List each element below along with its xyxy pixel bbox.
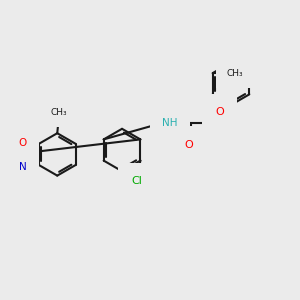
- Text: CH₃: CH₃: [50, 107, 67, 116]
- Text: O: O: [184, 140, 193, 150]
- Text: CH₃: CH₃: [226, 69, 243, 78]
- Text: O: O: [18, 138, 26, 148]
- Text: N: N: [19, 162, 27, 172]
- Text: NH: NH: [162, 118, 178, 128]
- Text: O: O: [215, 107, 224, 117]
- Text: Cl: Cl: [131, 176, 142, 186]
